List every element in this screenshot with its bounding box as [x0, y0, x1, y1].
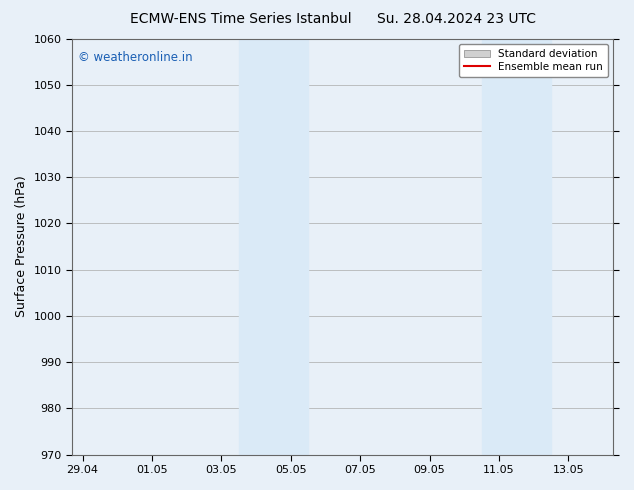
Bar	[238, 39, 308, 455]
Y-axis label: Surface Pressure (hPa): Surface Pressure (hPa)	[15, 176, 28, 318]
Legend: Standard deviation, Ensemble mean run: Standard deviation, Ensemble mean run	[458, 44, 608, 77]
Text: ECMW-ENS Time Series Istanbul: ECMW-ENS Time Series Istanbul	[130, 12, 352, 26]
Bar	[482, 39, 551, 455]
Text: © weatheronline.in: © weatheronline.in	[77, 51, 192, 64]
Text: Su. 28.04.2024 23 UTC: Su. 28.04.2024 23 UTC	[377, 12, 536, 26]
